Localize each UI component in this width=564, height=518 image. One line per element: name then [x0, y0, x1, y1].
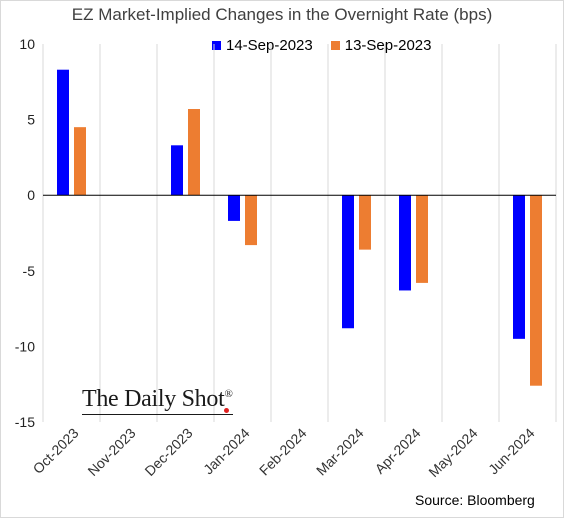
- bar-series-1: [399, 195, 411, 291]
- legend-swatch-series-2: [330, 41, 340, 50]
- x-tick-label: Feb-2024: [256, 425, 310, 479]
- bar-series-1: [228, 195, 240, 221]
- bar-series-2: [530, 195, 542, 386]
- x-tick-label: Jan-2024: [200, 425, 253, 478]
- x-tick-label: Oct-2023: [30, 425, 82, 477]
- x-tick-label: May-2024: [425, 425, 480, 480]
- bar-series-1: [513, 195, 525, 339]
- bar-series-2: [74, 127, 86, 196]
- bar-series-2: [188, 109, 200, 196]
- y-tick-label: -15: [15, 414, 35, 430]
- daily-shot-logo: The Daily Shot®: [82, 386, 233, 415]
- x-tick-label: Jun-2024: [485, 425, 538, 478]
- x-tick-label: Nov-2023: [84, 425, 138, 479]
- source-note: Source: Bloomberg: [415, 492, 535, 508]
- logo-red-dot: [224, 408, 229, 413]
- legend-label-series-1: 14-Sep-2023: [226, 37, 313, 54]
- y-tick-label: -10: [15, 338, 35, 354]
- bar-series-1: [342, 195, 354, 329]
- y-tick-label: 10: [19, 36, 35, 52]
- bar-series-2: [245, 195, 257, 246]
- bar-series-1: [171, 145, 183, 196]
- y-tick-label: -5: [23, 263, 36, 279]
- bar-series-1: [57, 69, 69, 196]
- legend-item-series-2: 13-Sep-2023: [330, 37, 432, 54]
- y-tick-label: 0: [27, 187, 35, 203]
- bar-series-2: [359, 195, 371, 250]
- legend: 14-Sep-2023 13-Sep-2023: [212, 37, 431, 54]
- logo-text: The Daily Shot: [82, 386, 225, 412]
- legend-item-series-1: 14-Sep-2023: [212, 37, 313, 54]
- x-tick-label: Mar-2024: [313, 425, 367, 479]
- x-tick-label: Apr-2024: [372, 425, 424, 477]
- chart-title: EZ Market-Implied Changes in the Overnig…: [71, 5, 493, 24]
- legend-label-series-2: 13-Sep-2023: [344, 37, 432, 54]
- logo-registered-mark: ®: [224, 388, 233, 400]
- legend-swatch-series-1: [212, 41, 221, 50]
- x-tick-label: Dec-2023: [141, 425, 195, 479]
- y-tick-label: 5: [27, 112, 35, 128]
- bar-series-2: [416, 195, 428, 283]
